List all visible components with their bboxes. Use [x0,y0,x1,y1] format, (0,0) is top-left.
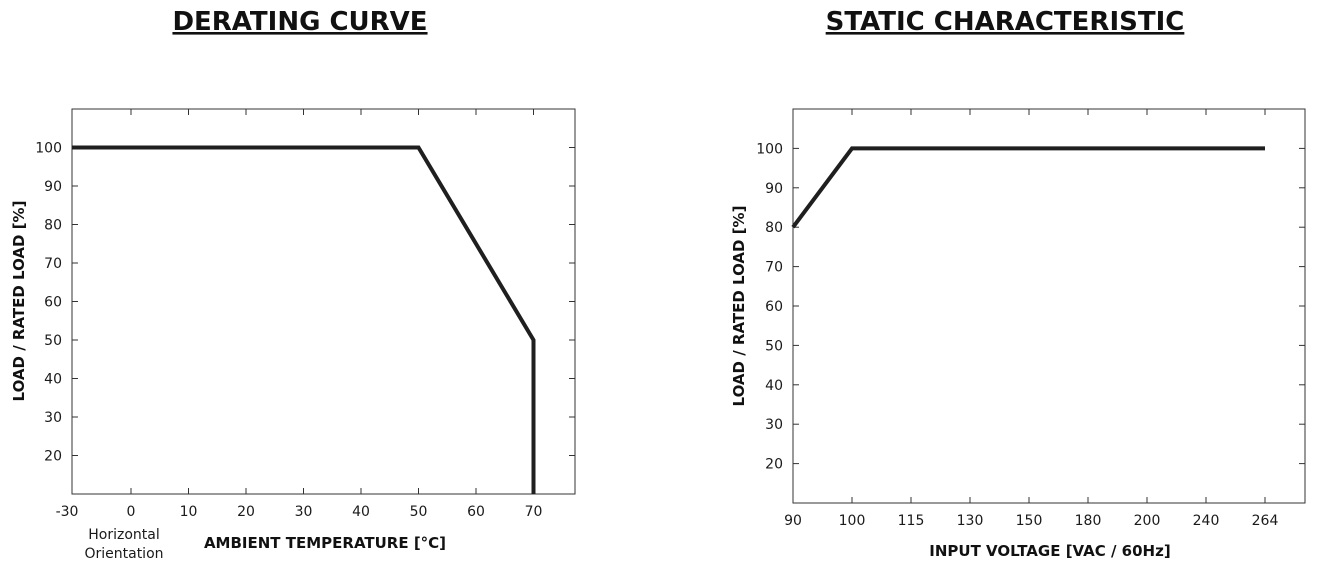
chart2-xtick-label: 150 [1016,513,1043,529]
chart2-xtick-label: 100 [839,513,866,529]
chart1-xtick-label: 30 [295,504,313,520]
chart2-title: STATIC CHARACTERISTIC [826,7,1185,37]
chart2-x-axis-label: INPUT VOLTAGE [VAC / 60Hz] [929,542,1170,560]
chart2-series-line [791,146,1265,229]
chart1-xtick-label: 60 [467,504,485,520]
chart2-xtick-label: 115 [898,513,925,529]
chart1-annotation-line: Horizontal [88,527,159,543]
chart1-title: DERATING CURVE [172,7,427,37]
chart2-ytick-label: 80 [765,220,783,236]
chart2-xtick-label: 90 [784,513,802,529]
chart1-ytick-label: 60 [44,295,62,311]
chart1-xtick-label: 0 [127,504,136,520]
chart1-xtick-label: 70 [525,504,543,520]
chart1-ytick-label: 90 [44,179,62,195]
chart2-xtick-label: 180 [1075,513,1102,529]
chart1-ytick-label: 50 [44,333,62,349]
chart2-ytick-label: 50 [765,338,783,354]
chart2-ytick-label: 40 [765,378,783,394]
chart1-xtick-label: 10 [180,504,198,520]
chart2-ytick-label: 70 [765,260,783,276]
chart2-y-axis-label: LOAD / RATED LOAD [%] [730,206,748,407]
chart1-xtick-label: 50 [410,504,428,520]
chart1-annotation-line: Orientation [84,546,163,562]
chart1-ytick-label: 100 [35,141,62,157]
chart1-plot-frame [71,108,576,495]
chart1-ytick-label: 40 [44,372,62,388]
chart2-plot-frame [792,108,1306,504]
chart1-ytick-label: 20 [44,449,62,465]
chart2-xtick-label: 200 [1134,513,1161,529]
chart2-ytick-label: 30 [765,417,783,433]
chart2-ytick-label: 90 [765,181,783,197]
chart1-xtick-label: 20 [237,504,255,520]
chart2-xtick-label: 264 [1252,513,1279,529]
chart1-y-axis-label: LOAD / RATED LOAD [%] [10,201,28,402]
chart1-x-axis-label: AMBIENT TEMPERATURE [°C] [204,534,446,552]
chart2-ytick-label: 20 [765,457,783,473]
chart2-xtick-label: 130 [957,513,984,529]
chart2-ytick-label: 100 [756,141,783,157]
chart1-xtick-label: -30 [56,504,79,520]
chart1-ytick-label: 70 [44,256,62,272]
chart2-ytick-label: 60 [765,299,783,315]
chart1-ytick-label: 80 [44,218,62,234]
chart2-xtick-label: 240 [1193,513,1220,529]
chart1-xtick-label: 40 [352,504,370,520]
chart1-ytick-label: 30 [44,410,62,426]
chart1-series-line [72,145,536,494]
